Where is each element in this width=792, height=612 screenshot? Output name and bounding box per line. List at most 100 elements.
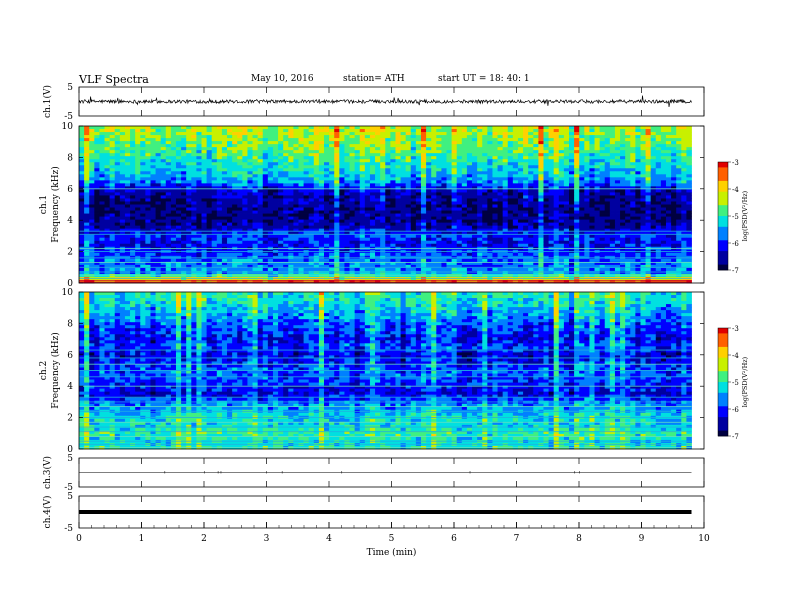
ch1-spectrogram-cell (181, 234, 187, 239)
ch1-spectrogram-cell (650, 222, 657, 227)
ch1-spectrogram-cell (104, 207, 111, 211)
ch1-spectrogram-cell (150, 225, 156, 230)
ch1-spectrogram-cell (528, 234, 534, 239)
ch1-spectrogram-cell (671, 153, 677, 157)
ch1-spectrogram-cell (232, 153, 238, 157)
ch1-spectrogram-cell (186, 228, 192, 233)
ch1-spectrogram-cell (247, 162, 253, 166)
ch1-spectrogram-cell (579, 165, 585, 169)
ch1-spectrogram-cell (502, 180, 509, 184)
ch1-spectrogram-cell (456, 240, 463, 245)
ch1-spectrogram-cell (252, 228, 259, 233)
ch1-spectrogram-cell (334, 195, 340, 199)
ch1-spectrogram-cell (436, 132, 442, 136)
ch1-spectrogram-cell (94, 237, 100, 242)
ch1-spectrogram-cell (436, 135, 442, 139)
ch1-spectrogram-cell (196, 162, 202, 166)
ch1-spectrogram-cell (456, 159, 463, 163)
ch1-spectrogram-cell (466, 159, 473, 163)
ch1-spectrogram-cell (227, 189, 233, 193)
ch1-spectrogram-cell (293, 189, 299, 193)
ch1-spectrogram-cell (492, 219, 498, 224)
ch1-spectrogram-cell (329, 186, 335, 190)
ch1-spectrogram-cell (160, 138, 167, 142)
ch1-spectrogram-cell (405, 198, 412, 202)
ch1-spectrogram-cell (324, 129, 330, 133)
ch1-spectrogram-cell (614, 132, 621, 136)
ch1-spectrogram-cell (625, 168, 631, 172)
ch1-spectrogram-cell (589, 168, 595, 172)
ch1-spectrogram-cell (186, 237, 192, 242)
ch1-spectrogram-cell (650, 156, 657, 160)
ch1-spectrogram-cell (548, 159, 555, 163)
ch1-spectrogram-cell (625, 192, 631, 196)
ch1-spectrogram-cell (221, 159, 228, 163)
ch1-spectrogram-cell (385, 141, 391, 145)
ch1-spectrogram-cell (640, 135, 646, 139)
ch1-spectrogram-cell (625, 222, 631, 227)
ch1-spectrogram-cell (395, 219, 401, 224)
ch1-spectrogram-cell (671, 165, 677, 169)
ch1-spectrogram-cell (563, 189, 570, 193)
ch1-spectrogram-cell (625, 180, 631, 184)
ch1-spectrogram-cell (574, 237, 580, 242)
ch1-spectrogram-cell (574, 234, 580, 239)
ch1-spectrogram-cell (431, 183, 437, 187)
ch1-spectrogram-cell (344, 141, 350, 145)
ch1-spectrogram-cell (247, 135, 253, 139)
ch1-spectrogram-cell (517, 201, 524, 205)
ch1-spectrogram-cell (655, 198, 662, 202)
ch1-spectrogram-cell (630, 171, 636, 175)
ch1-spectrogram-cell (155, 180, 162, 184)
ch1-spectrogram-cell (267, 201, 274, 205)
ch1-spectrogram-cell (318, 156, 325, 160)
ch1-spectrogram-cell (487, 153, 493, 157)
ch1-spectrogram-cell (410, 195, 417, 199)
ch1-spectrogram-cell (242, 138, 248, 142)
ch1-spectrogram-cell (354, 165, 361, 169)
ch1-spectrogram-cell (89, 159, 95, 163)
ch1-spectrogram-cell (609, 129, 616, 133)
ch1-spectrogram-cell (242, 222, 248, 227)
ch1-spectrogram-cell (589, 225, 595, 230)
ch1-spectrogram-cell (339, 189, 345, 193)
ch1-spectrogram-cell (415, 222, 422, 227)
ch1-spectrogram-cell (303, 213, 310, 217)
ch1-spectrogram-cell (630, 177, 636, 181)
ch1-spectrogram-cell (589, 219, 595, 224)
ch1-spectrogram-cell (456, 162, 463, 166)
ch1-spectrogram-cell (579, 153, 585, 157)
ch1-spectrogram-cell (369, 171, 376, 175)
ch1-spectrogram-cell (543, 195, 549, 199)
ch1-spectrogram-cell (181, 243, 187, 248)
ch1-spectrogram-cell (206, 135, 213, 139)
ch1-spectrogram-cell (242, 192, 248, 196)
ch1-spectrogram-cell (446, 177, 452, 181)
ch1-spectrogram-cell (614, 138, 621, 142)
ch1-spectrogram-cell (262, 162, 269, 166)
ch1-spectrogram-cell (686, 174, 692, 178)
ch1-spectrogram-cell (313, 168, 320, 172)
ch1-spectrogram-cell (523, 135, 529, 139)
ch1-spectrogram-cell (451, 159, 458, 163)
ch1-spectrogram-cell (79, 213, 85, 217)
ch1-spectrogram-cell (507, 243, 514, 248)
ch1-spectrogram-cell (252, 171, 259, 175)
ch1-spectrogram-cell (466, 141, 473, 145)
ch1-spectrogram-cell (175, 195, 182, 199)
ch1-spectrogram-cell (533, 201, 539, 205)
ch1-spectrogram-cell (257, 192, 264, 196)
ch1-spectrogram-cell (477, 156, 483, 160)
ch1-spectrogram-cell (232, 219, 238, 224)
ch1-spectrogram-cell (99, 234, 105, 239)
ch1-spectrogram-cell (272, 222, 279, 227)
ch1-spectrogram-cell (426, 162, 432, 166)
ch1-spectrogram-cell (283, 171, 289, 175)
ch1-spectrogram-cell (349, 174, 356, 178)
ch1-spectrogram-cell (135, 192, 141, 196)
ch1-spectrogram-cell (318, 150, 325, 154)
ch1-spectrogram-cell (584, 174, 590, 178)
ch1-spectrogram-cell (349, 126, 356, 130)
ch1-spectrogram-cell (385, 207, 391, 211)
ch1-spectrogram-cell (324, 159, 330, 163)
